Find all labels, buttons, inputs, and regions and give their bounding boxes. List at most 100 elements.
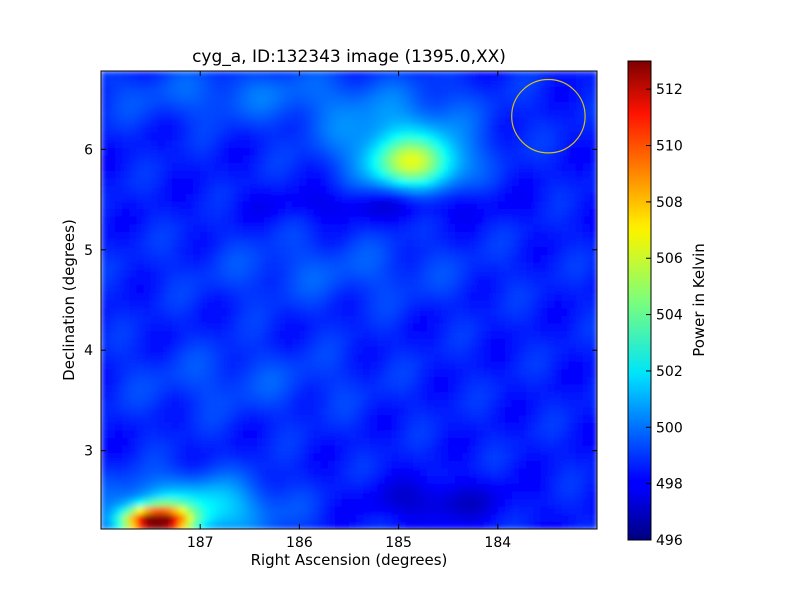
heatmap-cell	[526, 300, 534, 309]
heatmap-cell	[504, 353, 513, 362]
heatmap-cell	[356, 414, 364, 423]
heatmap-cell	[455, 406, 463, 416]
heatmap-cell	[441, 71, 449, 80]
heatmap-cell	[490, 216, 499, 225]
heatmap-cell	[143, 109, 152, 118]
heatmap-cell	[554, 521, 563, 529]
heatmap-cell	[143, 269, 152, 278]
heatmap-cell	[448, 445, 456, 454]
heatmap-cell	[200, 93, 208, 103]
heatmap-cell	[186, 116, 194, 126]
heatmap-cell	[164, 78, 173, 87]
heatmap-cell	[575, 154, 584, 164]
heatmap-cell	[193, 376, 201, 385]
heatmap-cell	[278, 93, 286, 103]
heatmap-cell	[186, 307, 194, 316]
heatmap-cell	[568, 307, 577, 316]
heatmap-cell	[327, 277, 336, 286]
heatmap-cell	[426, 223, 435, 232]
x-tick-label: 184	[484, 535, 511, 551]
heatmap-cell	[327, 246, 336, 255]
heatmap-cell	[575, 483, 584, 492]
heatmap-cell	[554, 223, 563, 232]
heatmap-cell	[391, 93, 400, 103]
heatmap-cell	[356, 437, 364, 446]
heatmap-cell	[263, 506, 272, 515]
heatmap-cell	[568, 361, 577, 370]
heatmap-cell	[228, 406, 237, 416]
heatmap-cell	[589, 353, 597, 362]
heatmap-cell	[526, 292, 534, 301]
heatmap-cell	[285, 200, 293, 209]
heatmap-cell	[207, 208, 215, 217]
heatmap-cell	[292, 460, 300, 469]
heatmap-cell	[235, 307, 244, 316]
heatmap-cell	[327, 460, 336, 469]
heatmap-cell	[136, 338, 145, 347]
heatmap-cell	[101, 475, 109, 484]
heatmap-cell	[391, 101, 400, 110]
heatmap-cell	[398, 467, 407, 477]
heatmap-cell	[178, 238, 187, 248]
heatmap-cell	[157, 414, 166, 423]
heatmap-cell	[292, 269, 300, 278]
heatmap-cell	[547, 154, 556, 164]
heatmap-cell	[136, 506, 145, 515]
heatmap-cell	[150, 345, 159, 355]
heatmap-cell	[419, 315, 428, 324]
heatmap-cell	[419, 231, 428, 240]
heatmap-cell	[263, 71, 272, 80]
heatmap-cell	[448, 391, 456, 400]
heatmap-cell	[476, 300, 485, 309]
heatmap-cell	[285, 93, 293, 103]
heatmap-cell	[511, 429, 520, 438]
heatmap-cell	[363, 353, 371, 362]
heatmap-cell	[171, 422, 180, 431]
heatmap-cell	[533, 116, 541, 126]
heatmap-cell	[193, 307, 201, 316]
heatmap-cell	[327, 132, 336, 141]
heatmap-cell	[320, 445, 329, 454]
heatmap-cell	[271, 330, 279, 339]
heatmap-cell	[129, 361, 138, 370]
heatmap-cell	[547, 277, 556, 286]
heatmap-cell	[582, 330, 591, 339]
heatmap-cell	[278, 208, 286, 217]
heatmap-cell	[448, 406, 456, 416]
heatmap-cell	[504, 101, 513, 110]
heatmap-cell	[497, 322, 506, 332]
heatmap-cell	[341, 322, 350, 332]
heatmap-cell	[526, 513, 534, 522]
heatmap-cell	[214, 254, 223, 263]
heatmap-cell	[271, 506, 279, 515]
heatmap-cell	[511, 292, 520, 301]
heatmap-cell	[533, 86, 541, 95]
heatmap-cell	[377, 71, 386, 80]
heatmap-cell	[483, 223, 492, 232]
heatmap-cell	[221, 246, 230, 255]
heatmap-cell	[249, 269, 258, 278]
heatmap-cell	[136, 498, 145, 507]
heatmap-cell	[490, 154, 499, 164]
heatmap-cell	[405, 429, 414, 438]
heatmap-cell	[370, 437, 378, 446]
heatmap-cell	[370, 193, 378, 202]
heatmap-cell	[547, 498, 556, 507]
heatmap-cell	[313, 414, 322, 423]
heatmap-cell	[242, 223, 251, 232]
heatmap-cell	[533, 353, 541, 362]
heatmap-cell	[299, 292, 308, 301]
heatmap-cell	[108, 300, 116, 309]
heatmap-cell	[122, 467, 130, 477]
heatmap-cell	[285, 315, 293, 324]
heatmap-cell	[136, 231, 145, 240]
x-axis-label: Right Ascension (degrees)	[251, 551, 448, 569]
heatmap-cell	[497, 200, 506, 209]
heatmap-cell	[554, 254, 563, 263]
heatmap-cell	[511, 315, 520, 324]
heatmap-cell	[363, 383, 371, 393]
heatmap-cell	[540, 322, 548, 332]
heatmap-cell	[235, 376, 244, 385]
heatmap-cell	[306, 368, 315, 377]
heatmap-cell	[129, 475, 138, 484]
